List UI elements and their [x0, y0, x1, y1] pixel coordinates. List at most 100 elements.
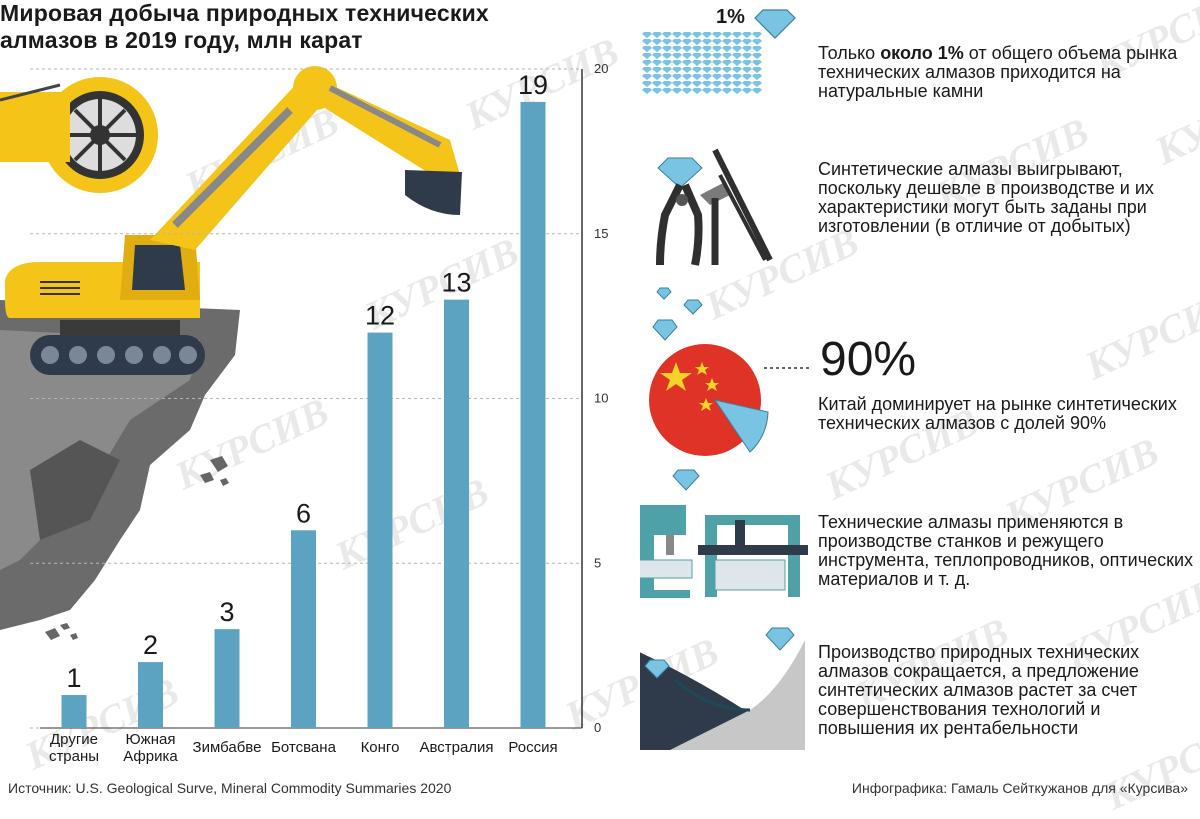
mini-diamond [672, 39, 682, 45]
bar-value-label: 2 [143, 630, 158, 660]
mini-diamond [672, 53, 682, 59]
info-icons [640, 9, 810, 750]
mini-diamond [642, 32, 652, 38]
mini-diamond [652, 81, 662, 87]
mini-diamond [732, 67, 742, 73]
bar-value-label: 3 [219, 597, 234, 627]
mini-diamond [752, 67, 762, 73]
y-tick-label: 20 [594, 61, 608, 76]
mini-diamond [732, 32, 742, 38]
mini-diamond [722, 39, 732, 45]
mini-diamond [742, 88, 752, 94]
mini-diamond [752, 60, 762, 66]
bar-value-label: 19 [518, 70, 548, 100]
y-tick-label: 0 [594, 720, 601, 735]
percent-1-label: 1% [716, 6, 745, 28]
mini-diamond [652, 53, 662, 59]
mini-diamond [692, 53, 702, 59]
mini-diamond [712, 32, 722, 38]
mini-diamond [662, 46, 672, 52]
chart-title: Мировая добыча природных технических алм… [0, 0, 489, 53]
info-natural-share: Только около 1% от общего объема рынка т… [818, 43, 1178, 101]
category-label: Африка [123, 748, 178, 765]
mini-diamond [682, 39, 692, 45]
mini-diamond [652, 67, 662, 73]
mini-diamond [752, 88, 762, 94]
mini-diamond [702, 32, 712, 38]
bar-value-label: 12 [365, 301, 395, 331]
mini-diamond [682, 67, 692, 73]
category-label: страны [49, 748, 99, 765]
mini-diamond [662, 39, 672, 45]
mini-diamond [652, 46, 662, 52]
diamond-icon [754, 9, 796, 39]
mini-diamond [702, 67, 712, 73]
mini-diamond [732, 88, 742, 94]
mini-diamond [642, 74, 652, 80]
mini-diamond [722, 74, 732, 80]
mini-diamond [702, 74, 712, 80]
mini-diamond [702, 81, 712, 87]
info-synthetic-advantage: Синтетические алмазы выигрывают, посколь… [818, 159, 1154, 236]
mini-diamond [662, 32, 672, 38]
bar [214, 629, 240, 728]
mini-diamond [752, 39, 762, 45]
mini-diamond [712, 53, 722, 59]
category-label: Конго [361, 739, 400, 756]
y-tick-label: 10 [594, 391, 608, 406]
mini-diamond [722, 53, 732, 59]
mini-diamond [652, 74, 662, 80]
mini-diamond [692, 67, 702, 73]
info-trend: Производство природных технических алмаз… [818, 642, 1140, 738]
category-label: Другие [50, 731, 98, 748]
mini-diamond [682, 53, 692, 59]
mini-diamond [712, 39, 722, 45]
mini-diamond [742, 67, 752, 73]
bar-value-label: 6 [296, 498, 311, 528]
mini-diamond [642, 39, 652, 45]
mini-diamond [722, 67, 732, 73]
mini-diamond [672, 46, 682, 52]
mini-diamond [722, 32, 732, 38]
mini-diamond [682, 88, 692, 94]
mini-diamond [672, 88, 682, 94]
mini-diamond [692, 46, 702, 52]
mini-diamond [712, 88, 722, 94]
mini-diamond [702, 46, 712, 52]
mini-diamond [712, 74, 722, 80]
mini-diamond [642, 81, 652, 87]
bar [520, 101, 546, 728]
mini-diamond [742, 32, 752, 38]
mini-diamond [682, 81, 692, 87]
excavator-illustration [0, 66, 462, 640]
mini-diamond [722, 81, 732, 87]
china-pie-icon [649, 344, 810, 456]
diamond-grid-icon [642, 32, 762, 94]
mini-diamond [742, 39, 752, 45]
mini-diamond [732, 46, 742, 52]
mini-diamond [752, 53, 762, 59]
mini-diamond [642, 53, 652, 59]
mini-diamond [642, 60, 652, 66]
mini-diamond [712, 81, 722, 87]
y-tick-label: 5 [594, 555, 601, 570]
mini-diamond [732, 39, 742, 45]
mini-diamond [672, 60, 682, 66]
mini-diamond [742, 74, 752, 80]
mini-diamond [642, 67, 652, 73]
mini-diamond [752, 32, 762, 38]
mini-diamond [652, 60, 662, 66]
mini-diamond [682, 32, 692, 38]
bar-value-label: 13 [441, 268, 471, 298]
category-label: Ботсвана [271, 739, 336, 756]
mini-diamond [662, 88, 672, 94]
category-label: Южная [126, 731, 176, 748]
category-label: Зимбабве [193, 739, 262, 756]
mini-diamond [692, 81, 702, 87]
bar [367, 332, 393, 728]
mini-diamond [702, 60, 712, 66]
trend-mountains-icon [640, 627, 805, 750]
mini-diamond [672, 67, 682, 73]
mini-diamond [682, 46, 692, 52]
